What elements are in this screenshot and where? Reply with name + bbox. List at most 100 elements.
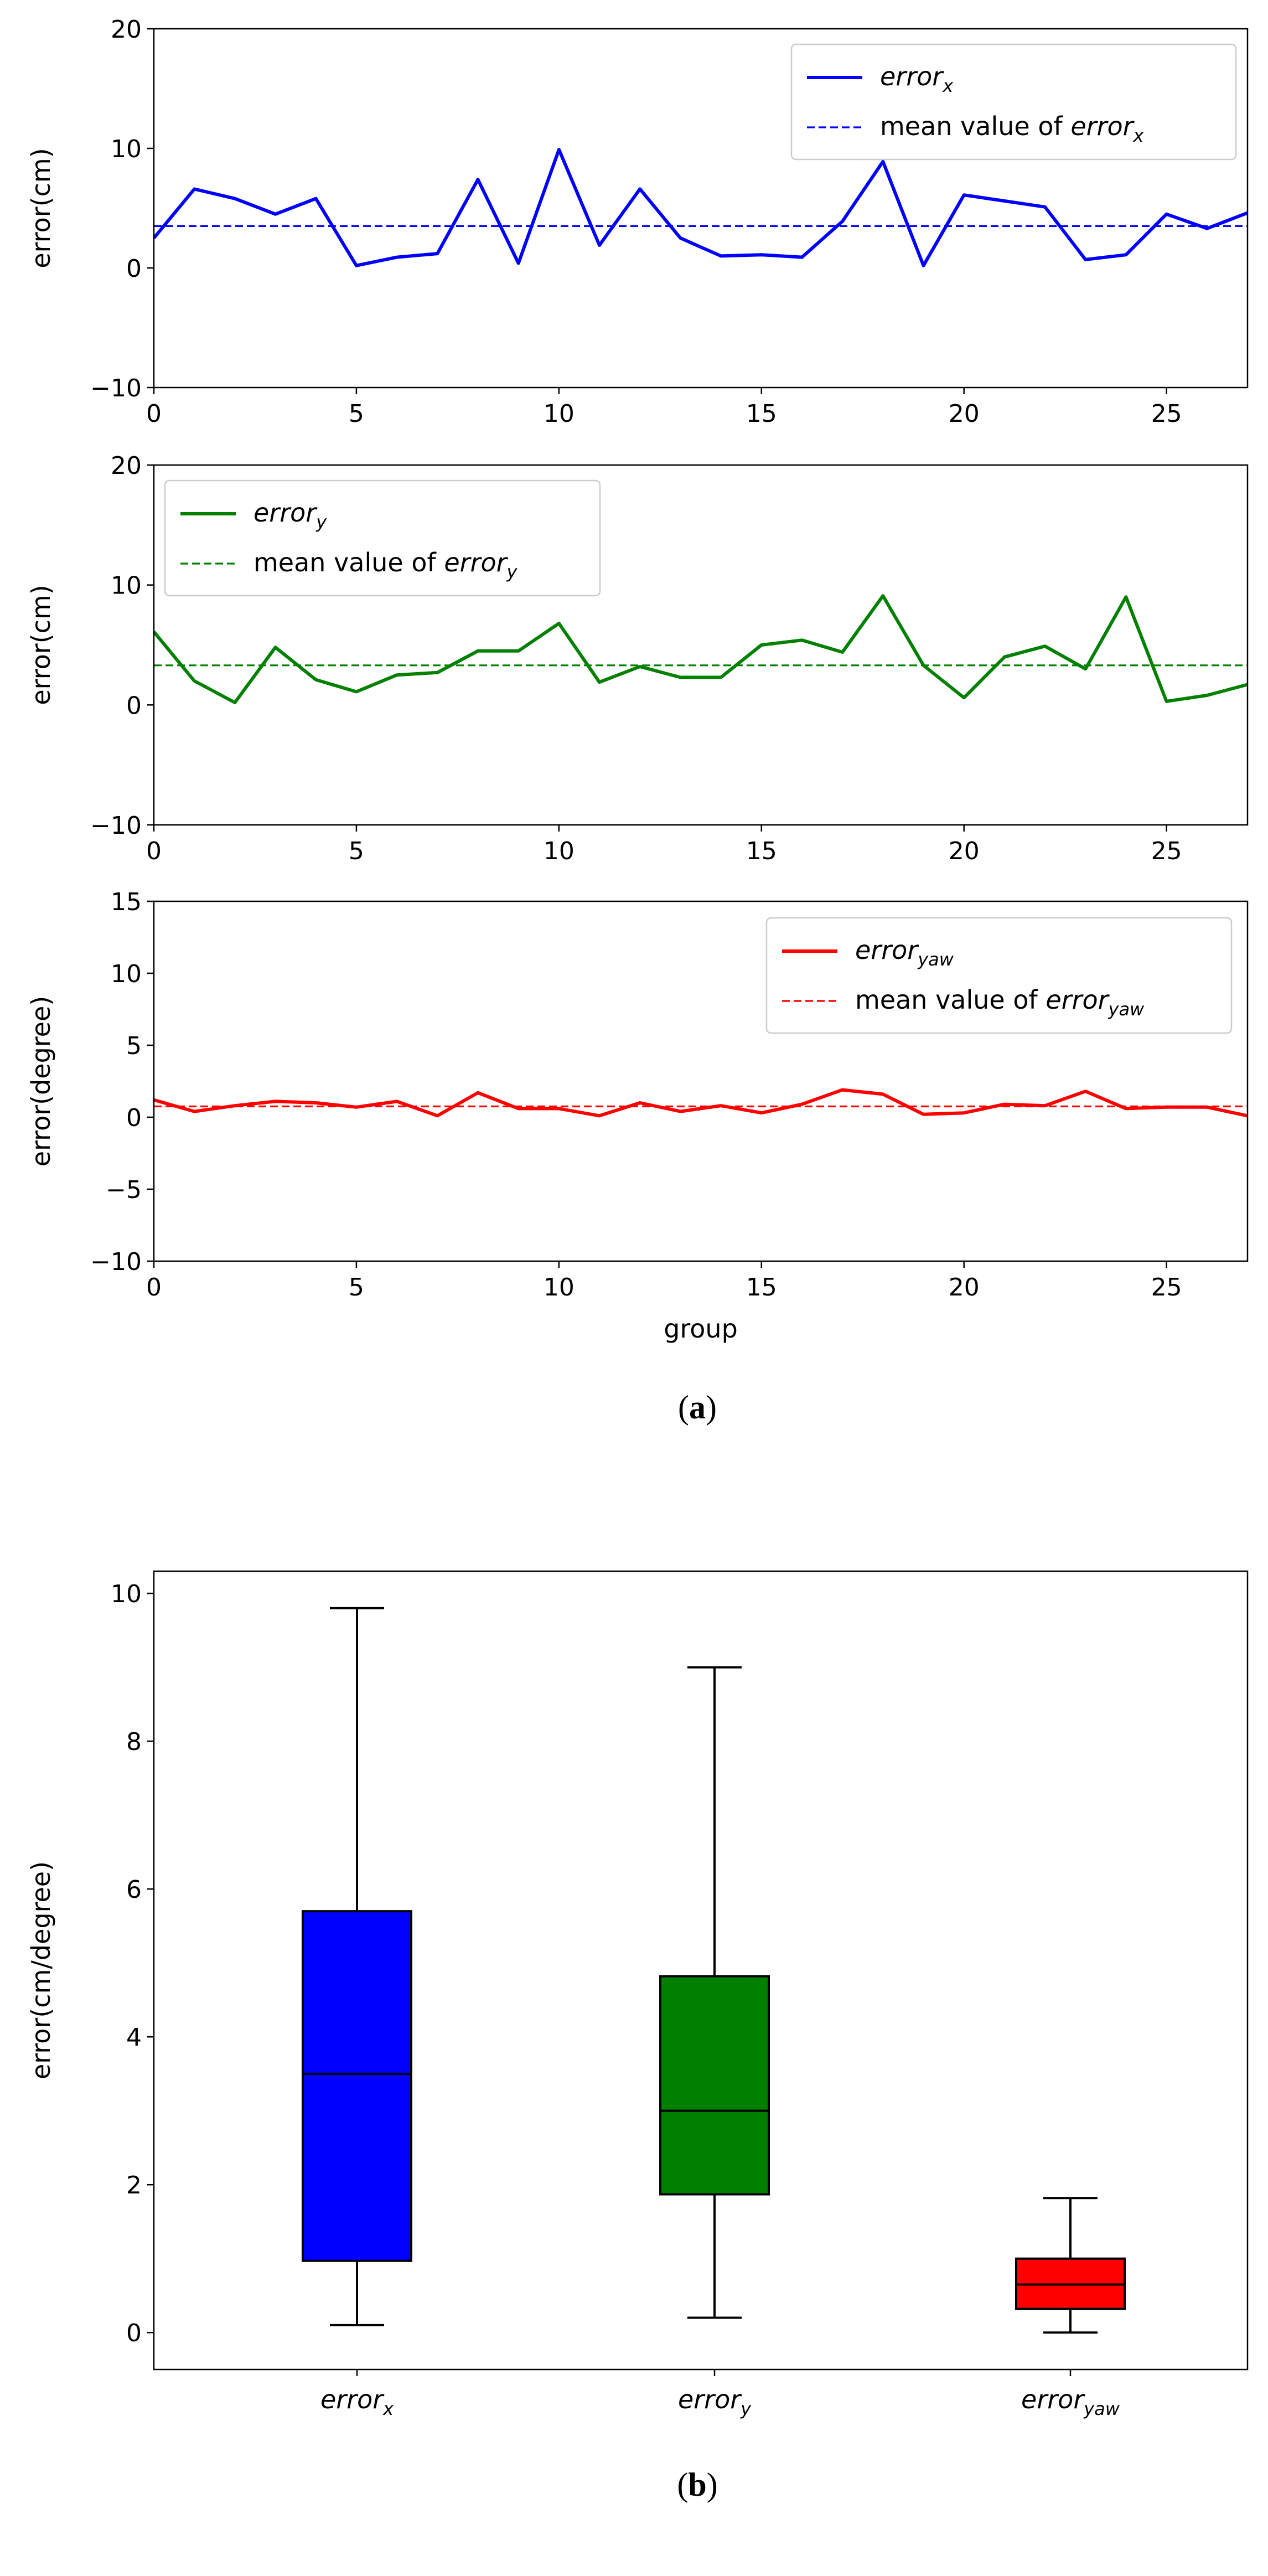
box-chart: errorx errory erroryaw0246810error(cm/degr… bbox=[26, 1570, 1249, 2419]
x-tick-label: 10 bbox=[544, 400, 575, 428]
legend-box bbox=[765, 917, 1233, 1034]
box-label-base: error bbox=[678, 2384, 742, 2414]
x-tick-label: 25 bbox=[1151, 400, 1182, 428]
box-2: erroryaw bbox=[1015, 2197, 1126, 2419]
legend-label-series: errory bbox=[253, 498, 327, 533]
y-tick-label: 4 bbox=[126, 2023, 142, 2052]
legend-label-mean: mean value of errory bbox=[253, 548, 518, 582]
x-axis-label: group bbox=[664, 1314, 738, 1344]
legend-box bbox=[164, 479, 601, 597]
caption-close: ) bbox=[707, 2466, 718, 2503]
y-tick-label: 0 bbox=[126, 255, 142, 283]
x-tick-label: 5 bbox=[349, 1273, 364, 1302]
data-line bbox=[152, 148, 1249, 267]
y-tick-label: 0 bbox=[126, 2319, 142, 2347]
y-axis-label: error(cm) bbox=[26, 585, 56, 705]
box-label: errory bbox=[678, 2384, 752, 2419]
y-tick-label: 15 bbox=[111, 888, 142, 916]
legend-label-mean-base: error bbox=[1070, 111, 1135, 141]
legend-label-mean-sub: x bbox=[1133, 125, 1145, 146]
legend-label-series: erroryaw bbox=[855, 935, 954, 970]
y-tick-label: 20 bbox=[111, 16, 142, 44]
legend-label-mean-prefix: mean value of bbox=[855, 985, 1046, 1015]
y-tick-label: 10 bbox=[111, 572, 142, 600]
x-tick-label: 5 bbox=[349, 400, 364, 428]
legend-label-series-sub: x bbox=[942, 75, 954, 96]
legend-label-mean: mean value of errorx bbox=[880, 111, 1145, 146]
box-0: errorx bbox=[302, 1607, 412, 2419]
caption-open: ( bbox=[677, 2466, 688, 2503]
legend-label-series-base: error bbox=[880, 61, 944, 91]
legend-box bbox=[790, 43, 1237, 161]
box-label-base: error bbox=[1021, 2384, 1085, 2414]
x-tick-label: 20 bbox=[949, 1273, 980, 1302]
x-tick-label: 25 bbox=[1151, 837, 1182, 865]
y-tick-label: 20 bbox=[111, 452, 142, 480]
axes-frame bbox=[153, 900, 1249, 1262]
caption-a: (a) bbox=[678, 1389, 717, 1426]
caption-letter: a bbox=[689, 1389, 706, 1426]
legend-label-series-sub: y bbox=[315, 512, 327, 533]
y-tick-label: 2 bbox=[126, 2171, 142, 2200]
y-tick-label: 10 bbox=[111, 135, 142, 163]
y-tick-label: 0 bbox=[126, 1104, 142, 1132]
x-tick-label: 0 bbox=[146, 1273, 162, 1302]
y-tick-label: 10 bbox=[111, 1580, 142, 1608]
box-label: erroryaw bbox=[1021, 2384, 1120, 2419]
box-label-sub: yaw bbox=[1083, 2398, 1120, 2419]
caption-b: (b) bbox=[677, 2466, 717, 2503]
legend-label-mean-prefix: mean value of bbox=[880, 111, 1070, 141]
box-label-sub: y bbox=[740, 2398, 752, 2419]
y-tick-label: −5 bbox=[106, 1176, 142, 1204]
box-label-base: error bbox=[320, 2384, 385, 2414]
x-tick-label: 20 bbox=[949, 400, 980, 428]
box-label-sub: x bbox=[382, 2398, 394, 2419]
x-tick-label: 25 bbox=[1151, 1273, 1182, 1302]
caption-close: ) bbox=[706, 1389, 717, 1426]
data-line bbox=[152, 594, 1248, 704]
y-tick-label: 8 bbox=[126, 1728, 142, 1756]
legend-label-mean-sub: y bbox=[506, 561, 518, 582]
legend-label-series-base: error bbox=[253, 498, 318, 528]
y-tick-label: −10 bbox=[90, 374, 142, 402]
legend-label-series: errorx bbox=[880, 61, 954, 96]
legend-label-mean-sub: yaw bbox=[1108, 999, 1145, 1020]
y-tick-label: −10 bbox=[90, 812, 142, 840]
y-tick-label: 6 bbox=[126, 1876, 142, 1904]
x-tick-label: 0 bbox=[146, 400, 162, 428]
y-axis-label: error(cm/degree) bbox=[26, 1861, 56, 2079]
x-tick-label: 20 bbox=[949, 837, 980, 865]
axes-frame bbox=[153, 464, 1249, 826]
x-tick-label: 10 bbox=[544, 837, 575, 865]
y-tick-label: 0 bbox=[126, 691, 142, 720]
y-tick-label: 10 bbox=[111, 960, 142, 988]
y-tick-label: −10 bbox=[90, 1248, 142, 1276]
box-body bbox=[302, 1910, 412, 2262]
x-tick-label: 15 bbox=[746, 837, 777, 865]
caption-open: ( bbox=[678, 1389, 689, 1426]
legend-label-series-sub: yaw bbox=[917, 949, 954, 970]
x-tick-label: 15 bbox=[746, 400, 777, 428]
legend-label-mean-prefix: mean value of bbox=[253, 548, 444, 577]
legend-label-mean: mean value of erroryaw bbox=[855, 985, 1145, 1020]
box-1: errory bbox=[659, 1666, 770, 2419]
x-tick-label: 0 bbox=[146, 837, 162, 865]
x-tick-label: 5 bbox=[349, 837, 364, 865]
legend-label-series-base: error bbox=[855, 935, 919, 965]
line-chart-2: 0 5 10 15 20 25 −10 −5 0 5 10 15 error(degree) group e… bbox=[26, 888, 1249, 1344]
y-axis-label: error(degree) bbox=[26, 996, 56, 1166]
data-line bbox=[153, 1088, 1248, 1118]
axes-frame bbox=[153, 1570, 1249, 2371]
x-tick-label: 15 bbox=[746, 1273, 777, 1302]
y-tick-label: 5 bbox=[126, 1032, 142, 1060]
legend-label-mean-base: error bbox=[444, 548, 508, 577]
y-axis-label: error(cm) bbox=[26, 148, 56, 268]
legend-label-mean-base: error bbox=[1046, 985, 1110, 1015]
caption-letter: b bbox=[688, 2466, 706, 2503]
x-tick-label: 10 bbox=[544, 1273, 575, 1302]
